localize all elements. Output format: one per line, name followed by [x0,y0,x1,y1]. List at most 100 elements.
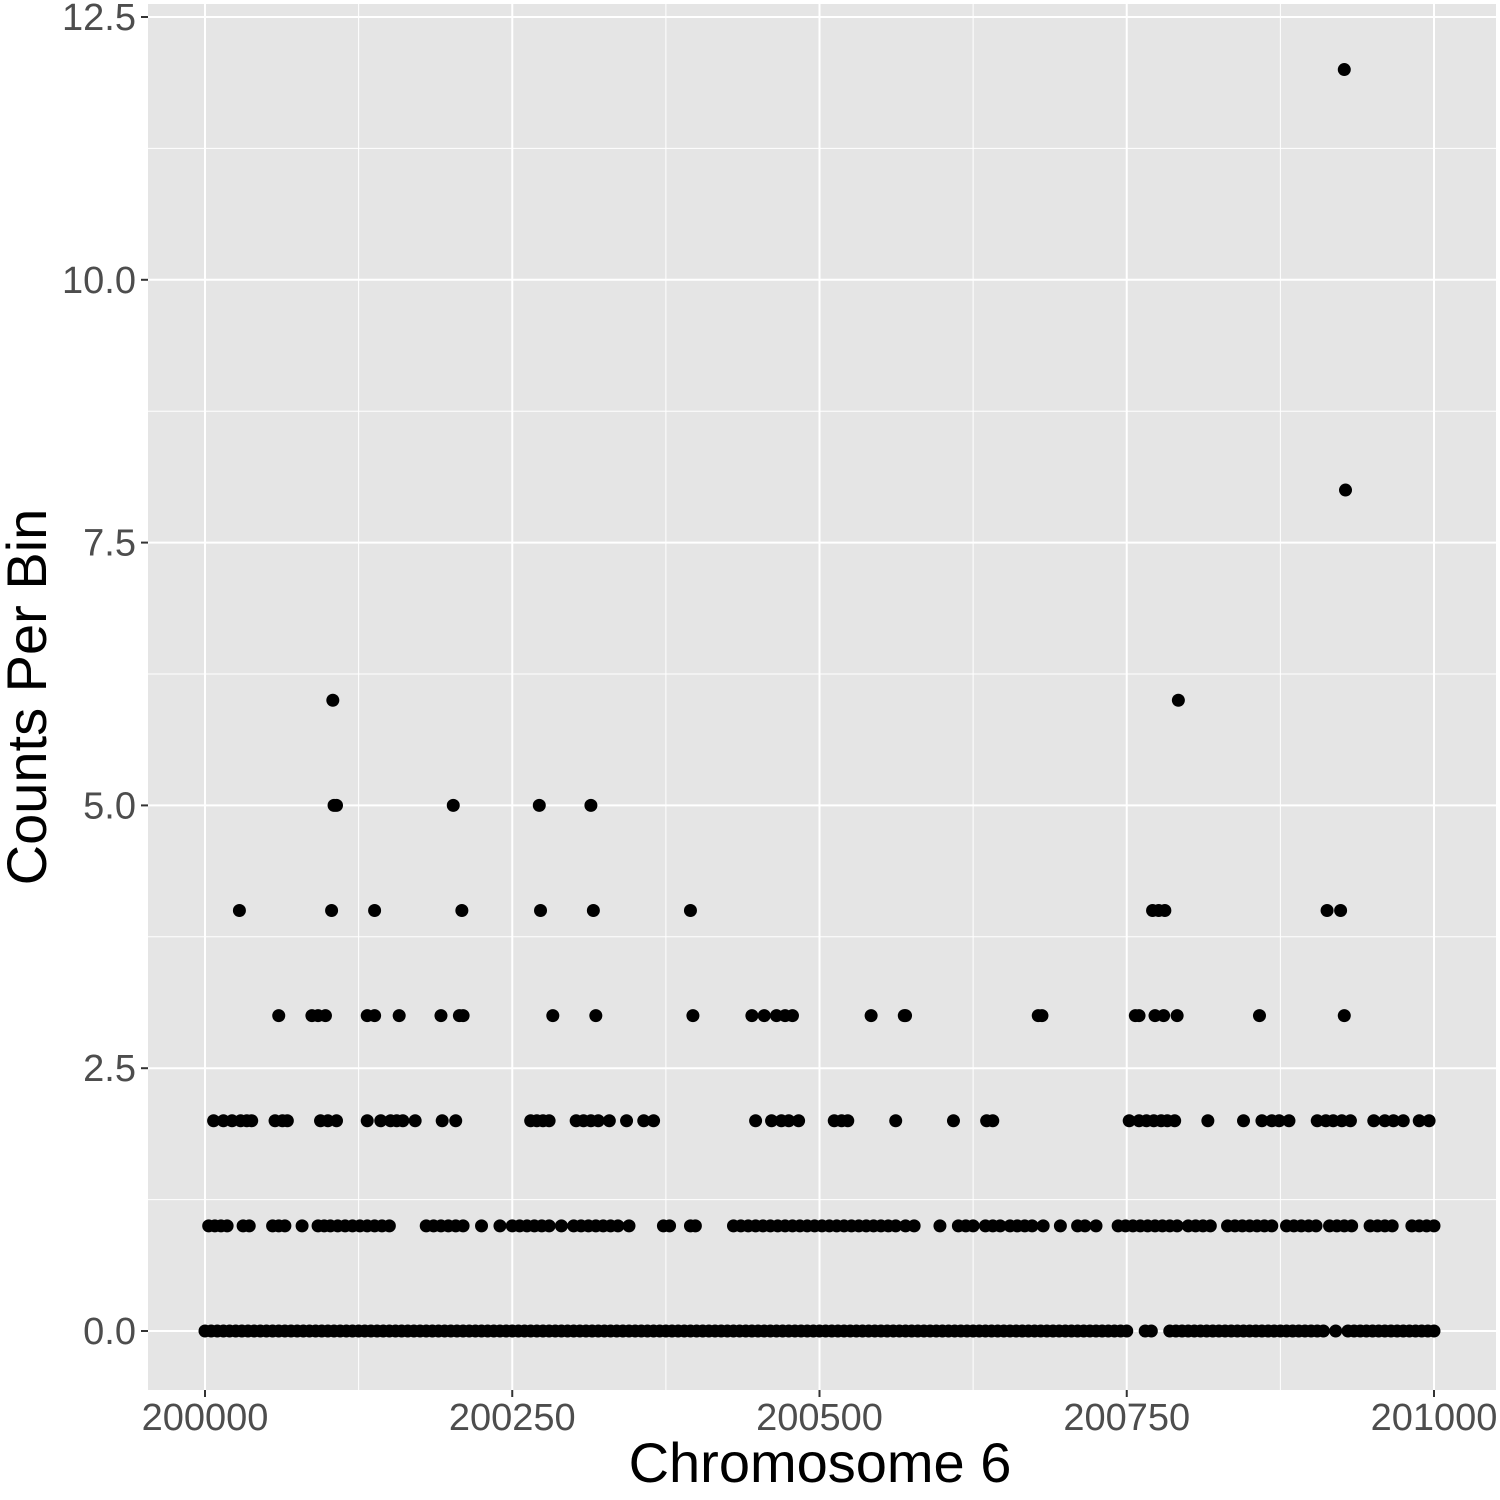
data-point [586,904,600,918]
data-point [456,1219,470,1233]
data-point [749,1114,763,1128]
data-point [792,1114,806,1128]
data-point [1157,1009,1171,1023]
x-tick-label: 200750 [1063,1397,1190,1439]
data-point [620,1114,634,1128]
data-point [1320,904,1334,918]
data-point [1386,1114,1400,1128]
data-point [757,1009,771,1023]
data-point [396,1114,410,1128]
minor-gridlines [148,4,1496,1390]
data-point [637,1114,651,1128]
data-point [1158,904,1172,918]
data-point [232,904,246,918]
data-point [1337,63,1351,77]
data-point [1171,693,1185,707]
y-tick-label: 0.0 [83,1311,136,1353]
data-point [1122,1114,1136,1128]
data-point [318,1009,332,1023]
data-point [889,1114,903,1128]
data-point [1036,1219,1050,1233]
data-point [1089,1219,1103,1233]
y-tick-label: 12.5 [62,0,136,39]
data-point [611,1219,625,1233]
data-points [198,63,1441,1338]
data-point [1385,1219,1399,1233]
data-point [584,798,598,812]
data-point [1255,1114,1269,1128]
data-point [589,1009,603,1023]
x-axis-ticks: 200000 200250 200500 200750 201000 [142,1390,1498,1439]
data-point [245,1114,259,1128]
data-point [1025,1219,1039,1233]
x-tick-label: 200000 [142,1397,269,1439]
data-point [946,1114,960,1128]
data-point [1427,1219,1441,1233]
data-point [374,1114,388,1128]
data-point [554,1219,568,1233]
x-tick-label: 200500 [756,1397,883,1439]
data-point [449,1114,463,1128]
data-point [1078,1219,1092,1233]
data-point [1339,483,1353,497]
x-axis-title: Chromosome 6 [629,1431,1012,1494]
data-point [1367,1114,1381,1128]
data-point [1422,1114,1436,1128]
data-point [207,1114,221,1128]
data-point [542,1219,556,1233]
data-point [986,1114,1000,1128]
data-point [1252,1009,1266,1023]
x-tick-label: 200250 [449,1397,576,1439]
data-point [966,1219,980,1233]
data-point [782,1114,796,1128]
data-point [532,798,546,812]
data-point [456,1009,470,1023]
data-point [1334,904,1348,918]
data-point [446,798,460,812]
data-point [1265,1219,1279,1233]
data-point [435,1114,449,1128]
data-point [1316,1324,1330,1338]
plot-panel [148,4,1496,1390]
y-tick-label: 2.5 [83,1048,136,1090]
y-axis-title: Counts Per Bin [0,509,58,886]
data-point [280,1114,294,1128]
data-point [392,1009,406,1023]
data-point [889,1219,903,1233]
data-point [907,1219,921,1233]
data-point [1201,1114,1215,1128]
data-point [785,1009,799,1023]
data-point [295,1219,309,1233]
data-point [686,1009,700,1023]
data-point [1237,1114,1251,1128]
data-point [1282,1114,1296,1128]
data-point [1144,1324,1158,1338]
major-gridlines [148,4,1496,1390]
data-point [1396,1114,1410,1128]
data-point [534,904,548,918]
data-point [1329,1324,1343,1338]
data-point [1309,1219,1323,1233]
data-point [542,1114,556,1128]
data-point [278,1219,292,1233]
data-point [475,1219,489,1233]
data-point [1343,1114,1357,1128]
data-point [745,1009,759,1023]
data-point [368,1009,382,1023]
data-point [899,1009,913,1023]
data-point [663,1219,677,1233]
data-point [493,1219,507,1233]
data-point [765,1114,779,1128]
data-point [1132,1009,1146,1023]
data-point [330,1114,344,1128]
y-tick-label: 7.5 [83,523,136,565]
data-point [683,904,697,918]
y-axis-ticks: 0.0 2.5 5.0 7.5 10.0 12.5 [62,0,148,1353]
data-point [591,1114,605,1128]
data-point [688,1219,702,1233]
data-point [1168,1114,1182,1128]
data-point [841,1114,855,1128]
data-point [933,1219,947,1233]
x-tick-label: 201000 [1371,1397,1498,1439]
data-point [1053,1219,1067,1233]
